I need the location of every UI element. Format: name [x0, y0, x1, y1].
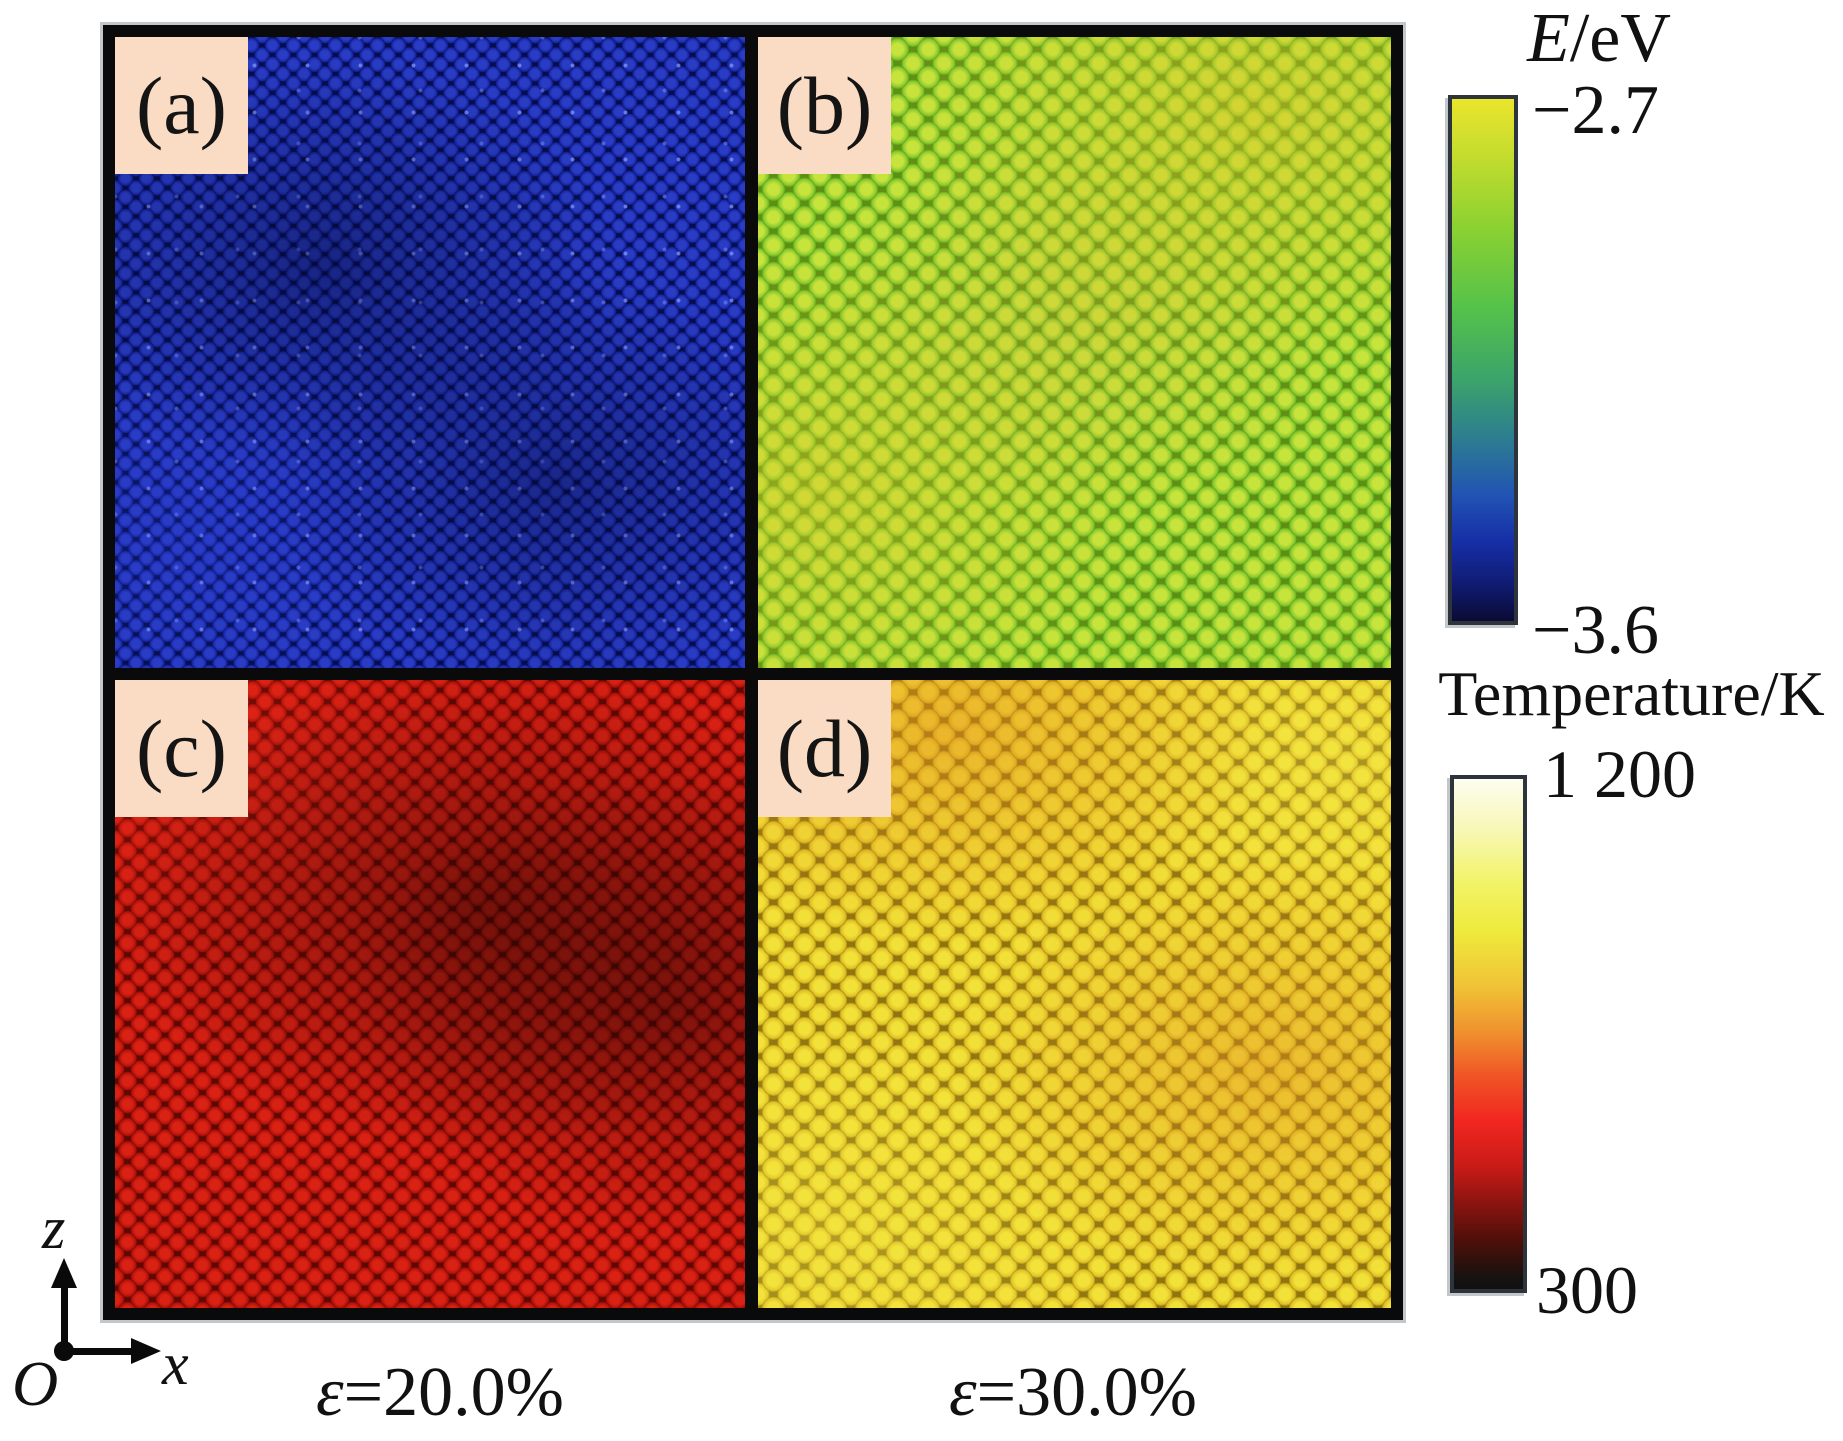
strain-label-right: ε=30.0%	[949, 1354, 1197, 1431]
axis-x-arrow-shaft	[64, 1348, 132, 1355]
panel-b-energy-map-30pct: (b)	[758, 37, 1391, 668]
temperature-tick-min: 300	[1536, 1252, 1638, 1328]
axis-origin-label: O	[12, 1348, 59, 1419]
axis-z-arrowhead-icon	[51, 1258, 77, 1288]
energy-colorbar	[1448, 95, 1518, 625]
panel-b-label-box: (b)	[758, 37, 891, 174]
temperature-tick-max: 1 200	[1543, 736, 1696, 812]
energy-unit: /eV	[1569, 0, 1671, 77]
strain-label-left: ε=20.0%	[316, 1354, 564, 1431]
panel-d-temperature-map-30pct: (d)	[758, 680, 1391, 1308]
panel-b-label: (b)	[776, 59, 873, 151]
energy-colorbar-title: E/eV	[1489, 4, 1709, 74]
axis-z-arrow-shaft	[61, 1286, 68, 1352]
axis-z-label: z	[42, 1195, 66, 1261]
simulation-grid-frame: (a) (b) (c) (d)	[100, 22, 1406, 1323]
epsilon-symbol: ε	[316, 1354, 344, 1431]
epsilon-symbol: ε	[949, 1354, 977, 1431]
temperature-colorbar	[1450, 775, 1527, 1293]
energy-symbol: E	[1527, 0, 1570, 77]
axis-x-arrowhead-icon	[131, 1338, 161, 1364]
panel-d-label-box: (d)	[758, 680, 891, 817]
panel-d-label: (d)	[776, 702, 873, 794]
temperature-colorbar-title: Temperature/K	[1438, 658, 1825, 729]
panel-c-temperature-map-20pct: (c)	[115, 680, 745, 1308]
panel-c-label-box: (c)	[115, 680, 248, 817]
energy-tick-max: −2.7	[1532, 72, 1659, 149]
panel-a-label-box: (a)	[115, 37, 248, 174]
panel-a-label: (a)	[135, 59, 227, 151]
energy-tick-min: −3.6	[1532, 592, 1659, 669]
axis-x-label: x	[162, 1331, 189, 1397]
panel-c-label: (c)	[135, 702, 227, 794]
panel-a-energy-map-20pct: (a)	[115, 37, 745, 668]
